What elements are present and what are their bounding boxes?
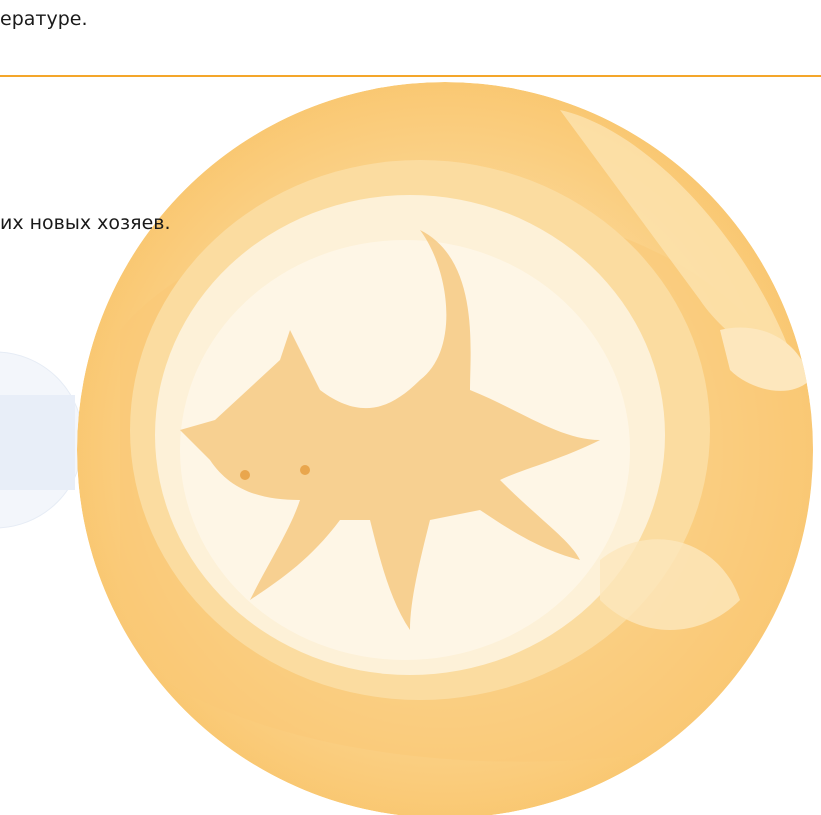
faded-box bbox=[0, 395, 75, 490]
paragraph-end: ературе. bbox=[0, 8, 88, 30]
photo bbox=[77, 82, 813, 815]
paragraph-end: их новых хозяев. bbox=[0, 212, 171, 234]
